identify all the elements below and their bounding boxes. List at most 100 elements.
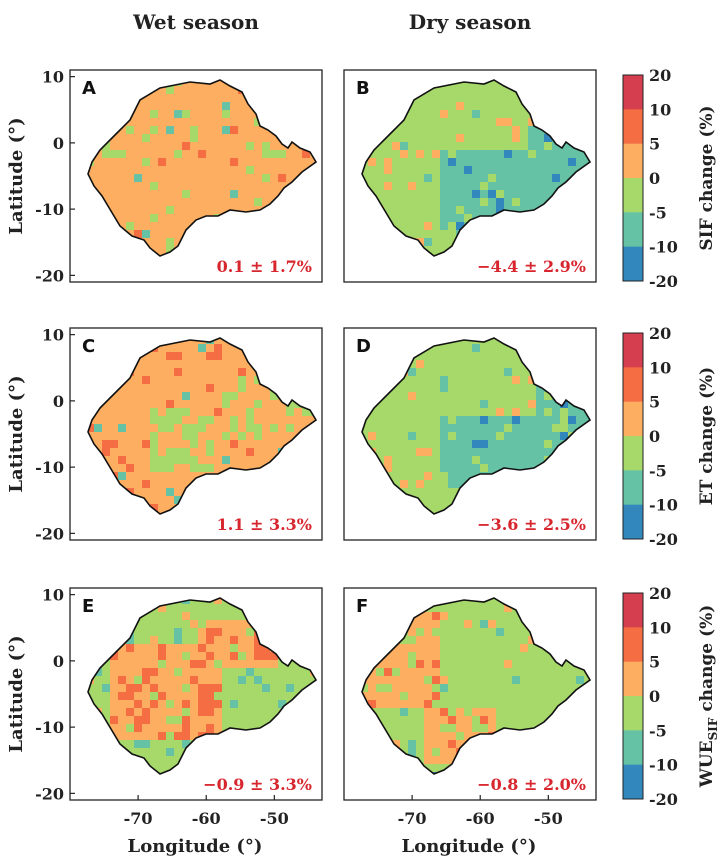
heat-cell [448, 206, 457, 215]
heat-cell [214, 620, 223, 629]
heat-cell [536, 384, 545, 393]
heat-cell [496, 344, 505, 353]
heat-cell [294, 684, 303, 693]
heat-cell [472, 692, 481, 701]
heat-cell [142, 222, 151, 231]
heat-cell [424, 222, 433, 231]
heat-cell [416, 708, 425, 717]
heat-cell [392, 440, 401, 449]
heat-cell [158, 190, 167, 199]
heat-cell [392, 464, 401, 473]
heat-cell [464, 676, 473, 685]
heat-cell [142, 158, 151, 167]
heat-cell [392, 408, 401, 417]
heat-cell [118, 668, 127, 677]
heat-cell [166, 182, 175, 191]
heat-cell [286, 676, 295, 685]
heat-cell [432, 652, 441, 661]
heat-cell [400, 416, 409, 425]
heat-cell [150, 748, 159, 757]
heat-cell [496, 684, 505, 693]
heat-cell [416, 110, 425, 119]
heat-cell [230, 376, 239, 385]
heat-cell [134, 668, 143, 677]
heat-cell [504, 166, 513, 175]
heat-cell [496, 464, 505, 473]
heat-cell [134, 222, 143, 231]
heat-cell [214, 456, 223, 465]
heat-cell [126, 448, 135, 457]
heat-cell [174, 352, 183, 361]
heat-cell [560, 676, 569, 685]
heat-cell [496, 182, 505, 191]
heat-cell [206, 440, 215, 449]
heat-cell [520, 684, 529, 693]
heat-cell [392, 198, 401, 207]
heat-cell [230, 102, 239, 111]
panel-stat: 1.1 ± 3.3% [217, 515, 312, 534]
panel-C: C1.1 ± 3.3%100-10-20 [35, 326, 323, 543]
heat-cell [230, 644, 239, 653]
heat-cell [496, 456, 505, 465]
heat-cell [174, 660, 183, 669]
heat-cell [440, 620, 449, 629]
heat-cell [488, 368, 497, 377]
heat-cell [262, 150, 271, 159]
heat-cell [432, 496, 441, 505]
heat-cell [440, 214, 449, 223]
heat-cell [552, 700, 561, 709]
heat-cell [166, 360, 175, 369]
heat-cell [206, 724, 215, 733]
heat-cell [158, 684, 167, 693]
heat-cell [504, 636, 513, 645]
heat-cell [488, 416, 497, 425]
heat-cell [238, 676, 247, 685]
heat-cell [416, 464, 425, 473]
heat-cell [416, 440, 425, 449]
heat-cell [496, 432, 505, 441]
ytick-label: -20 [35, 524, 64, 543]
heat-cell [520, 432, 529, 441]
heat-cell [126, 684, 135, 693]
heat-cell [246, 456, 255, 465]
heat-cell [544, 676, 553, 685]
heat-cell [150, 708, 159, 717]
heat-cell [488, 598, 497, 605]
heat-cell [448, 496, 457, 505]
heat-cell [238, 416, 247, 425]
heat-cell [230, 716, 239, 725]
heat-cell [238, 360, 247, 369]
heat-cell [222, 118, 231, 127]
heat-cell [246, 166, 255, 175]
heat-cell [166, 464, 175, 473]
heat-cell [496, 198, 505, 207]
heat-cell [480, 360, 489, 369]
heat-cell [504, 102, 513, 111]
heat-cell [368, 166, 377, 175]
heat-cell [222, 368, 231, 377]
heat-cell [520, 716, 529, 725]
heat-cell [520, 700, 529, 709]
heat-cell [246, 118, 255, 127]
heat-cell [408, 214, 417, 223]
basin-outline [87, 337, 318, 515]
heat-cell [142, 400, 151, 409]
heat-cell [448, 102, 457, 111]
basin-outline [361, 337, 592, 515]
heat-cell [496, 150, 505, 159]
heat-cell [512, 612, 521, 621]
heat-cell [408, 652, 417, 661]
heat-cell [536, 684, 545, 693]
heat-cell [158, 496, 167, 505]
heat-cell [488, 676, 497, 685]
heat-cell [416, 376, 425, 385]
heat-cell [190, 102, 199, 111]
heat-cell [384, 700, 393, 709]
heat-cell [384, 424, 393, 433]
heat-cell [416, 416, 425, 425]
heat-cell [400, 464, 409, 473]
heat-cell [166, 344, 175, 353]
heat-cell [520, 440, 529, 449]
heat-cell [512, 684, 521, 693]
heat-cell [408, 150, 417, 159]
